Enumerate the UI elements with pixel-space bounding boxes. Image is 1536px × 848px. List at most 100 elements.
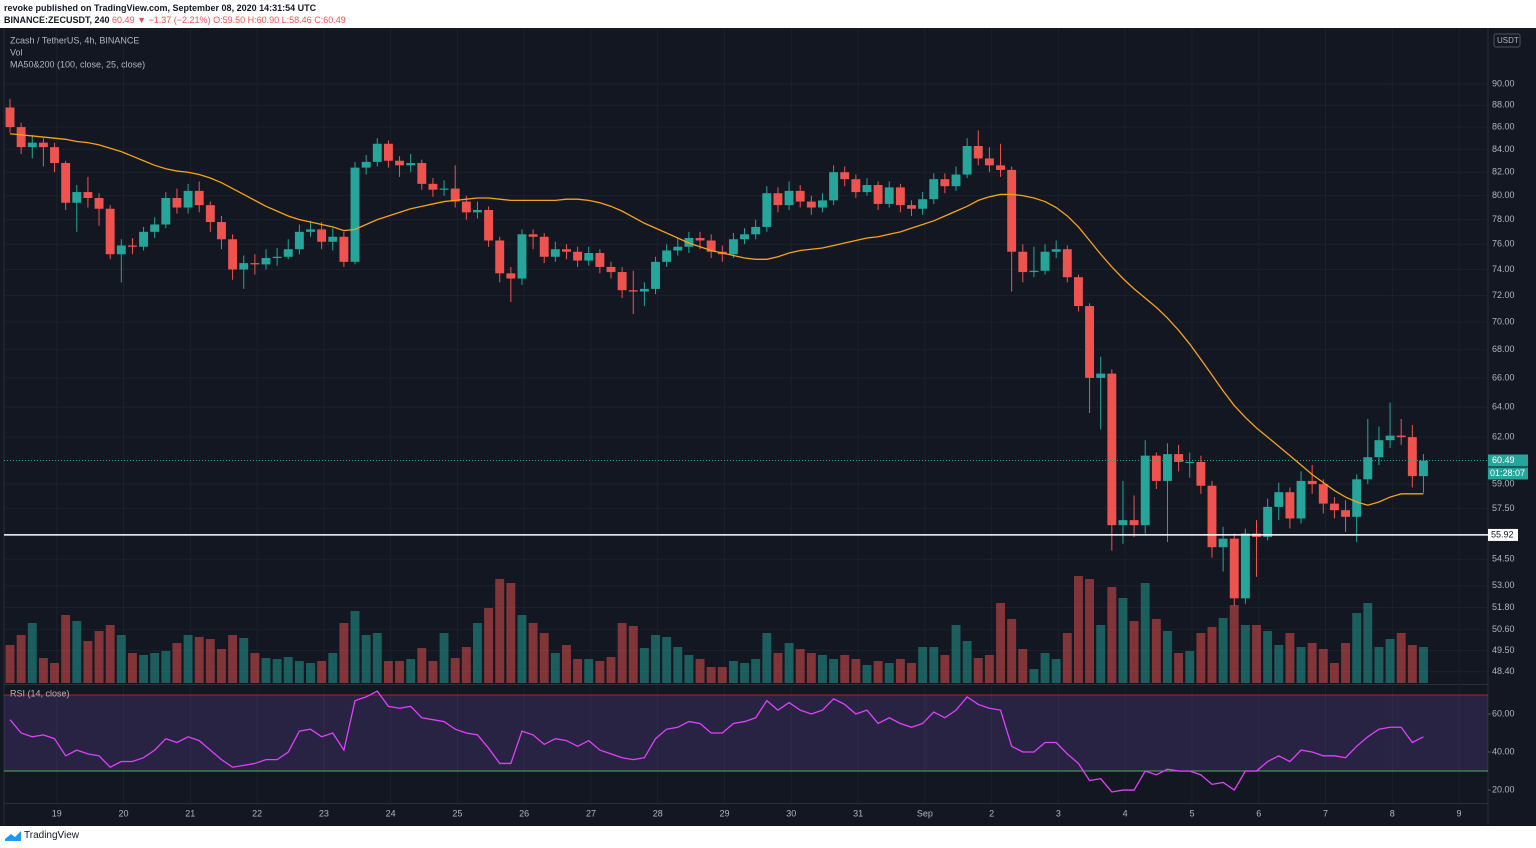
candle-body	[1185, 461, 1195, 463]
x-tick-label: 6	[1256, 808, 1261, 818]
x-tick-label: Sep	[917, 808, 933, 818]
volume-bar	[773, 653, 783, 683]
logo	[5, 831, 21, 841]
candle-body	[339, 236, 349, 262]
volume-bar	[205, 639, 215, 683]
volume-bar	[539, 633, 549, 683]
volume-bar	[294, 661, 304, 683]
volume-bar	[662, 637, 672, 683]
candle-body	[795, 190, 805, 202]
volume-bar	[1229, 605, 1239, 683]
candle-body	[762, 193, 772, 227]
volume-bar	[1418, 647, 1428, 683]
candle-body	[1029, 270, 1039, 273]
currency-bg	[1493, 33, 1521, 48]
candle-body	[139, 231, 149, 247]
candle-body	[1229, 538, 1239, 599]
volume-bar	[50, 663, 59, 683]
volume-bar	[595, 661, 605, 683]
candle-body	[584, 252, 594, 261]
candle-body	[1196, 461, 1206, 486]
x-tick-label: 28	[653, 808, 663, 818]
y-tick-label: 49.50	[1492, 645, 1515, 655]
volume-bar	[606, 657, 616, 683]
candle-body	[818, 200, 827, 208]
y-tick-label: 64.00	[1492, 401, 1515, 411]
candle-body	[1040, 251, 1050, 271]
volume-bar	[1007, 619, 1017, 683]
candle-body	[873, 185, 883, 204]
volume-bar	[829, 659, 839, 683]
candle-body	[16, 127, 26, 148]
volume-bar	[395, 661, 404, 683]
y-tick-label: 57.50	[1492, 503, 1515, 513]
volume-bar	[1118, 598, 1128, 683]
candle-body	[250, 263, 260, 265]
volume-bar	[1163, 631, 1172, 683]
candle-body	[662, 250, 672, 262]
x-tick-label: 5	[1189, 808, 1194, 818]
candle-body	[417, 163, 427, 184]
volume-bar	[417, 648, 427, 683]
y-tick-label: 68.00	[1492, 344, 1515, 354]
volume-bar	[495, 579, 505, 683]
x-tick-label: 3	[1056, 808, 1061, 818]
volume-bar	[1385, 639, 1395, 683]
candle-body	[1263, 506, 1273, 537]
volume-bar	[317, 661, 327, 683]
volume-bar	[1341, 643, 1350, 683]
candle-body	[1107, 373, 1117, 526]
y-tick-label: 50.60	[1492, 624, 1515, 634]
candle-body	[261, 258, 271, 265]
ohlc-low: L:58.46	[281, 15, 312, 25]
volume-bar	[94, 631, 104, 683]
volume-bar	[628, 626, 638, 683]
volume-bar	[751, 659, 761, 683]
candle-body	[740, 234, 750, 240]
volume-bar	[1073, 576, 1083, 683]
candle-body	[239, 263, 249, 270]
x-tick-label: 26	[519, 808, 529, 818]
candle-body	[472, 209, 482, 213]
candle-body	[673, 246, 683, 251]
volume-bar	[673, 647, 683, 683]
candle-body	[517, 234, 527, 279]
candle-body	[1018, 251, 1028, 273]
volume-bar	[1018, 649, 1028, 683]
volume-bar	[806, 653, 816, 683]
brand: TradingView	[24, 830, 80, 841]
chart-bg	[0, 28, 1536, 826]
candle-body	[1407, 437, 1417, 477]
candle-body	[573, 251, 583, 261]
ohlc-close: C:60.49	[314, 15, 346, 25]
volume-bar	[428, 661, 438, 683]
candle-body	[1140, 455, 1150, 526]
volume-bar	[217, 649, 226, 683]
x-tick-label: 21	[185, 808, 195, 818]
candle-body	[306, 229, 315, 232]
volume-bar	[1218, 618, 1228, 683]
volume-bar	[116, 635, 126, 683]
candle-body	[495, 240, 505, 274]
volume-bar	[450, 658, 460, 683]
volume-bar	[461, 647, 471, 683]
y-tick-label: 84.00	[1492, 144, 1515, 154]
volume-bar	[1307, 643, 1317, 683]
candle-body	[1307, 480, 1317, 485]
candle-body	[1096, 373, 1106, 378]
volume-bar	[573, 659, 583, 683]
volume-bar	[361, 635, 371, 683]
volume-bar	[283, 657, 293, 683]
volume-bar	[506, 583, 516, 683]
volume-bar	[350, 611, 360, 683]
logo-shape	[5, 831, 21, 841]
candle-body	[984, 158, 994, 166]
candle-body	[539, 236, 549, 257]
volume-bar	[1363, 603, 1373, 683]
volume-bar	[795, 649, 805, 683]
volume-bar	[517, 615, 527, 683]
volume-bar	[1207, 627, 1217, 683]
legend-entry: MA50&200 (100, close, 25, close)	[10, 59, 145, 69]
candle-body	[1062, 249, 1072, 278]
